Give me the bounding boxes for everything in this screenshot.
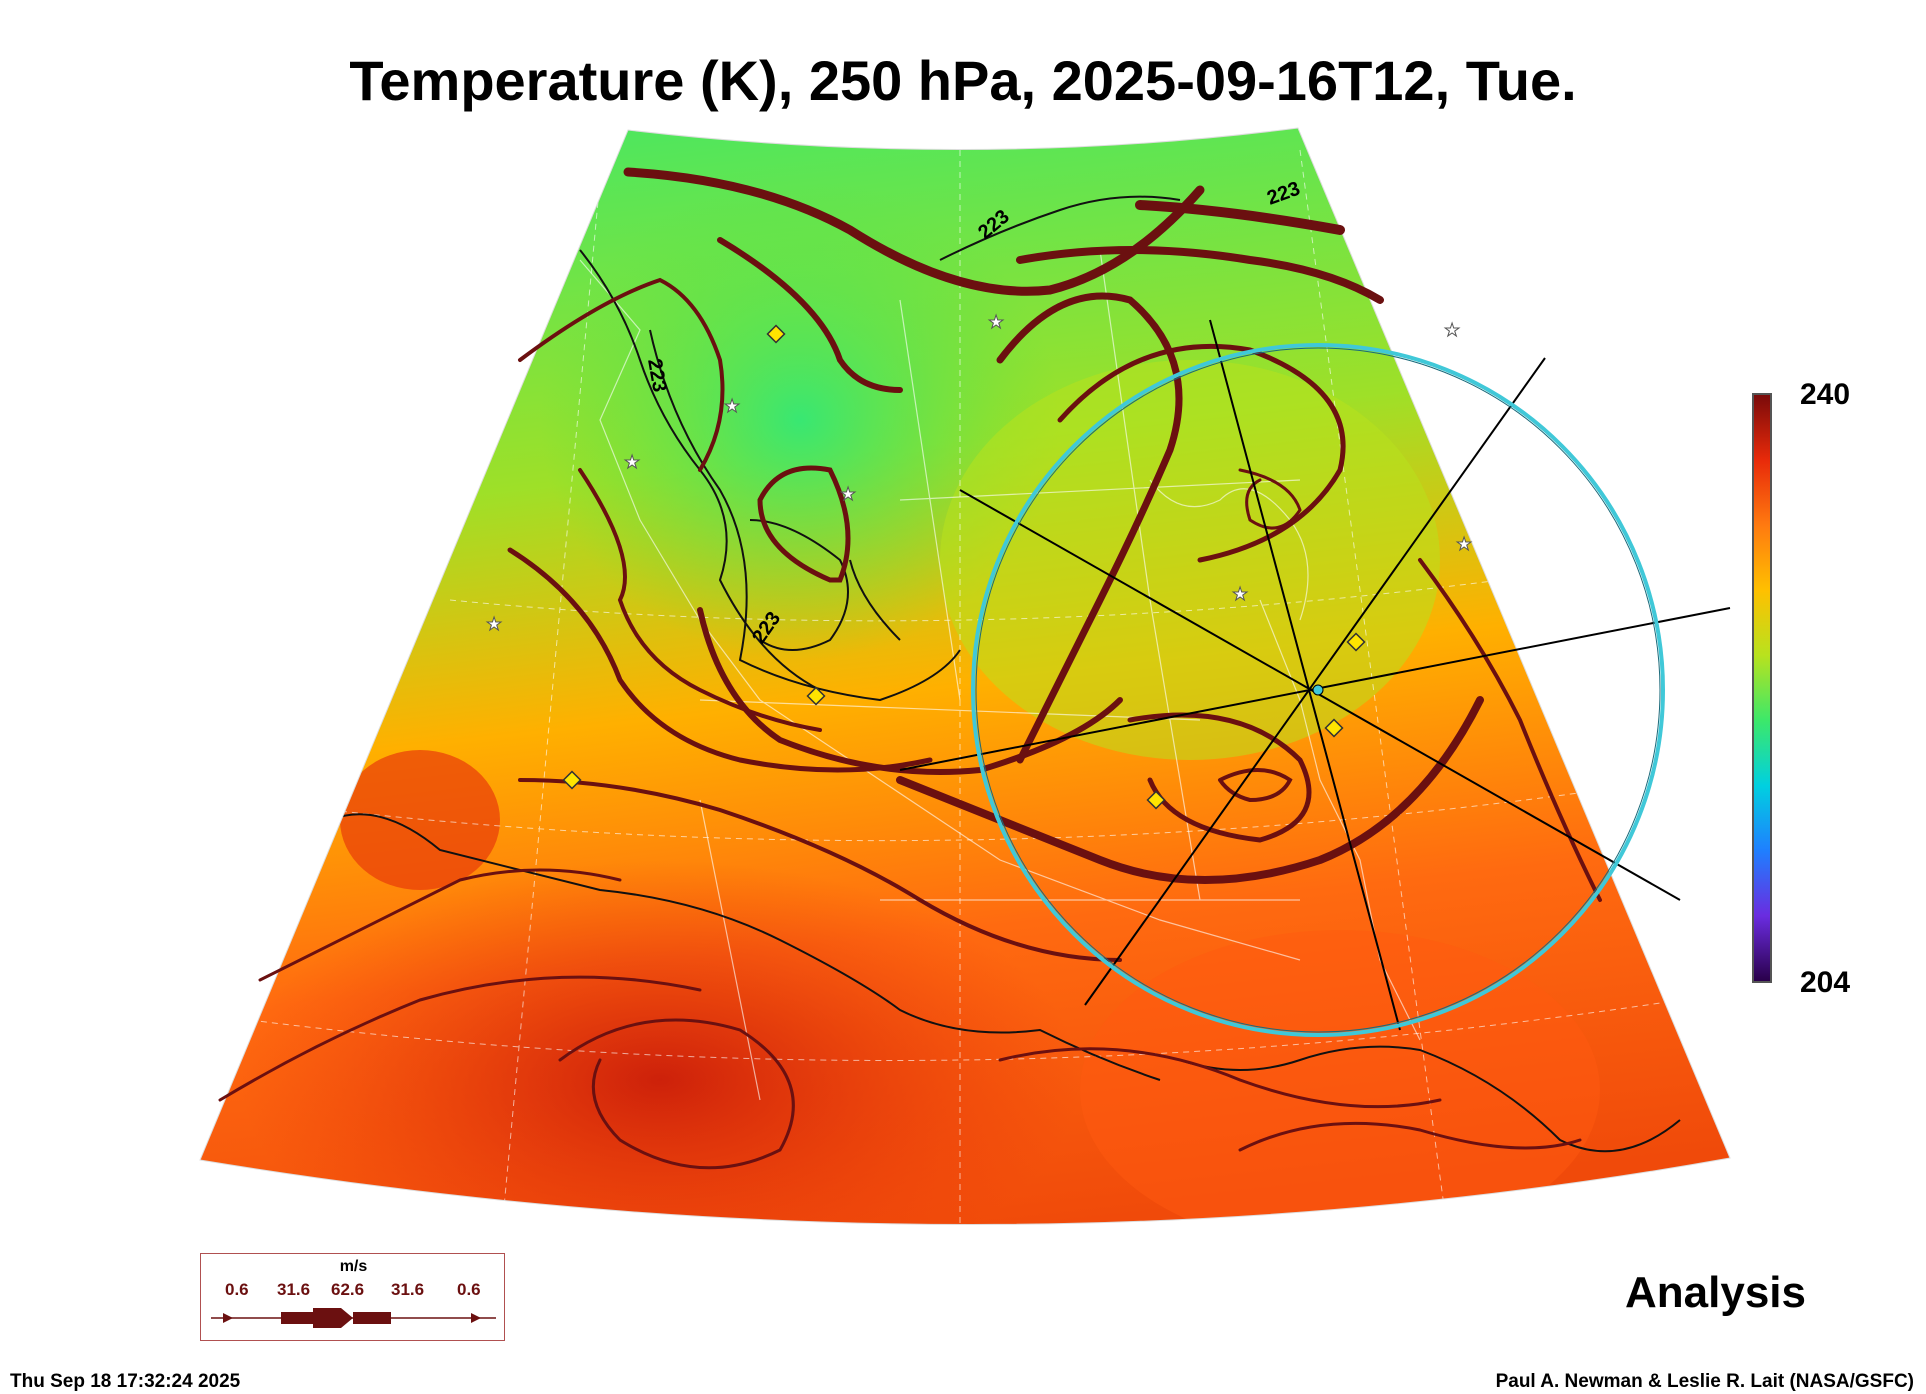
diamond-marker bbox=[1346, 632, 1366, 652]
streamline bbox=[1127, 712, 1312, 843]
station-diamonds bbox=[562, 324, 1366, 810]
streamline bbox=[998, 1047, 1442, 1109]
diamond-marker bbox=[562, 770, 582, 790]
range-ring-inner bbox=[975, 347, 1661, 1033]
analysis-label: Analysis bbox=[1625, 1268, 1806, 1317]
star-marker: ★ bbox=[1456, 534, 1472, 554]
streamline bbox=[1418, 558, 1602, 902]
streamline bbox=[1057, 343, 1346, 563]
streamline bbox=[996, 292, 1183, 764]
legend-value: 31.6 bbox=[277, 1280, 311, 1299]
streamline bbox=[258, 868, 622, 982]
streamline bbox=[717, 237, 903, 393]
colorbar bbox=[1752, 393, 1772, 983]
streamline bbox=[1218, 768, 1293, 803]
streamline bbox=[518, 778, 1122, 962]
streamline bbox=[218, 975, 702, 1102]
streamline bbox=[1238, 468, 1302, 530]
legend-value: 0.6 bbox=[457, 1280, 481, 1299]
streamline bbox=[757, 465, 851, 583]
streamline bbox=[518, 277, 725, 472]
streamline bbox=[507, 547, 933, 773]
legend-unit: m/s bbox=[339, 1258, 368, 1275]
map-title: Temperature (K), 250 hPa, 2025-09-16T12,… bbox=[349, 49, 1577, 112]
streamline bbox=[1016, 246, 1384, 304]
wind-speed-legend: m/s 0.6 31.6 62.6 31.6 0.6 bbox=[200, 1253, 505, 1341]
map-boundary bbox=[199, 127, 1731, 1225]
streamline bbox=[578, 468, 822, 732]
legend-value: 31.6 bbox=[391, 1280, 425, 1299]
diamond-marker bbox=[1146, 790, 1166, 810]
legend-value: 62.6 bbox=[331, 1280, 365, 1299]
streamline bbox=[896, 696, 1484, 884]
ring-center-marker bbox=[1312, 684, 1324, 696]
streamline bbox=[623, 167, 1205, 296]
colorbar-max-label: 240 bbox=[1800, 378, 1851, 411]
timestamp: Thu Sep 18 17:32:24 2025 bbox=[10, 1371, 241, 1392]
star-marker: ★ bbox=[724, 396, 740, 416]
diamond-marker bbox=[766, 324, 786, 344]
colorbar-min-label: 204 bbox=[1800, 966, 1851, 999]
streamline bbox=[558, 1018, 795, 1170]
star-marker: ★ bbox=[1232, 584, 1248, 604]
range-ring bbox=[971, 343, 1665, 1037]
contour-223 bbox=[649, 195, 1181, 702]
streamline bbox=[1238, 1121, 1582, 1152]
credit-line: Paul A. Newman & Leslie R. Lait (NASA/GS… bbox=[1495, 1371, 1914, 1392]
lat-lon-grid bbox=[249, 149, 1681, 1225]
star-marker: ★ bbox=[988, 312, 1004, 332]
star-marker: ★ bbox=[486, 614, 502, 634]
star-marker: ★ bbox=[840, 484, 856, 504]
star-marker: ★ bbox=[1444, 320, 1460, 340]
legend-value: 0.6 bbox=[225, 1280, 249, 1299]
diamond-marker bbox=[806, 686, 826, 706]
streamline bbox=[1135, 200, 1345, 235]
diamond-marker bbox=[1324, 718, 1344, 738]
star-marker: ★ bbox=[624, 452, 640, 472]
legend-arrow bbox=[211, 1308, 496, 1328]
wind-streamlines bbox=[218, 167, 1602, 1170]
station-stars: ★ ★ ★ ★ ★ ★ ★ ★ bbox=[486, 312, 1473, 635]
